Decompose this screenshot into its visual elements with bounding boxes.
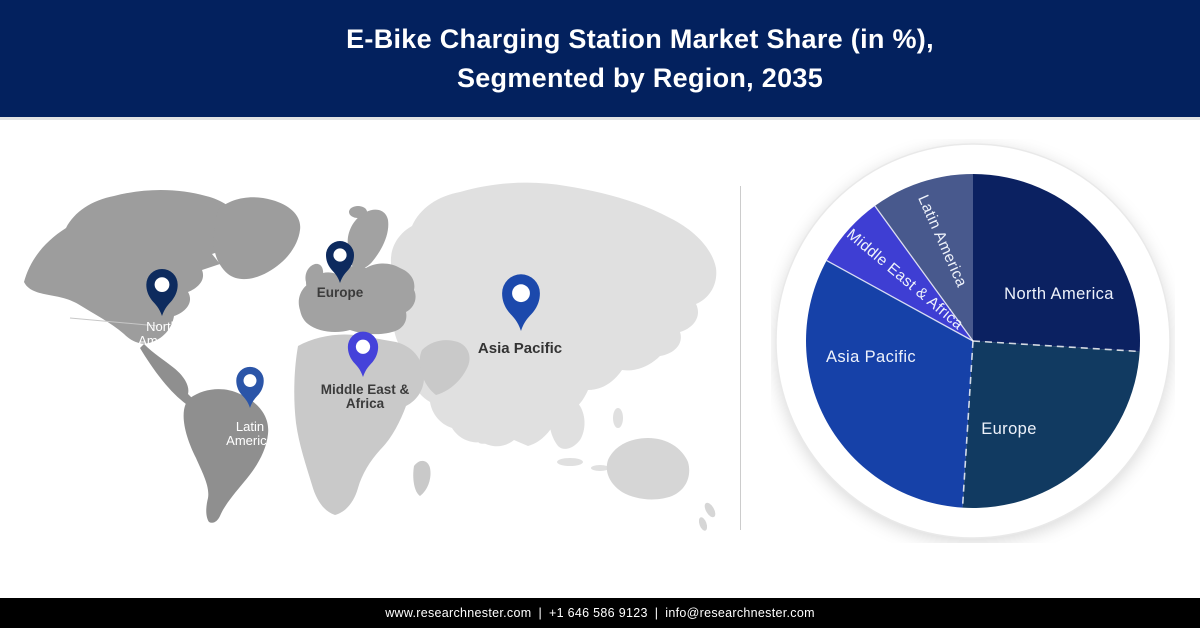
island-new-zealand [704,502,716,518]
world-map: North America Europe Latin America Middl… [24,182,717,531]
map-label-latin-america-line1: Latin [236,419,264,434]
map-label-middle-east-africa-line1: Middle East & [321,382,410,397]
island-uk [305,263,324,295]
pin-hole [355,339,371,354]
pin-marker-icon [347,331,379,377]
title-line-2: Segmented by Region, 2035 [456,62,824,93]
map-label-north-america-line1: North [146,319,178,334]
pin-marker-icon [146,268,178,316]
continent-africa [294,334,470,515]
pie-slice-middle-east-africa [826,205,973,341]
map-pin-north-america [146,268,178,316]
footer-phone: +1 646 586 9123 [549,606,648,620]
pie-slice-europe [962,341,1140,508]
pin-hole [154,277,170,293]
pie-slice-boundary [961,340,974,508]
pie-slice-asia-pacific [806,260,973,508]
map-label-north-america-line2: America [138,333,186,348]
pie-label-north-america: North America [1004,285,1114,303]
map-pin-latin-america [236,366,264,408]
pie-slice-north-america [973,174,1140,352]
pie-slice-boundary [826,259,974,342]
pin-hole [243,374,257,388]
island-japan [643,298,665,332]
section-divider [740,186,741,530]
header-banner: E-Bike Charging Station Market Share (in… [0,0,1200,120]
pin-marker-icon [236,366,264,408]
map-label-latin-america-line2: America [226,433,274,448]
map-pin-asia-pacific [502,274,540,331]
pin-marker-icon [502,274,540,331]
continent-asia [390,182,717,471]
region-arabia [419,340,470,395]
map-pin-middle-east-africa [347,331,379,377]
pie-slice-boundary [874,205,974,342]
title-line-1: E-Bike Charging Station Market Share (in… [346,23,934,54]
page-title: E-Bike Charging Station Market Share (in… [266,20,934,98]
footer-separator: | [538,606,543,620]
island-philippines [613,408,623,428]
footer-email: info@researchnester.com [665,606,815,620]
map-label-europe: Europe [317,285,364,300]
island-greenland [213,197,301,280]
continent-australia [606,438,716,531]
island-iceland [349,206,367,218]
pin-hole [512,284,530,303]
continent-north-america [24,190,301,344]
pie-slice-latin-america [874,174,973,341]
island-madagascar [413,460,431,496]
pin-marker-icon [326,241,354,283]
pin-hole [333,248,347,262]
pie-slice-boundary [972,340,1140,353]
continent-latin-america [140,344,269,523]
footer-website: www.researchnester.com [385,606,532,620]
region-scandinavia [347,209,389,270]
pie-label-europe: Europe [981,420,1037,438]
continent-europe [298,206,416,335]
map-label-middle-east-africa-line2: Africa [346,396,385,411]
map-label-asia-pacific: Asia Pacific [478,340,562,357]
footer-bar: www.researchnester.com | +1 646 586 9123… [0,598,1200,628]
footer-separator: | [654,606,659,620]
map-pin-europe [326,241,354,283]
pie-label-asia-pacific: Asia Pacific [826,348,916,366]
